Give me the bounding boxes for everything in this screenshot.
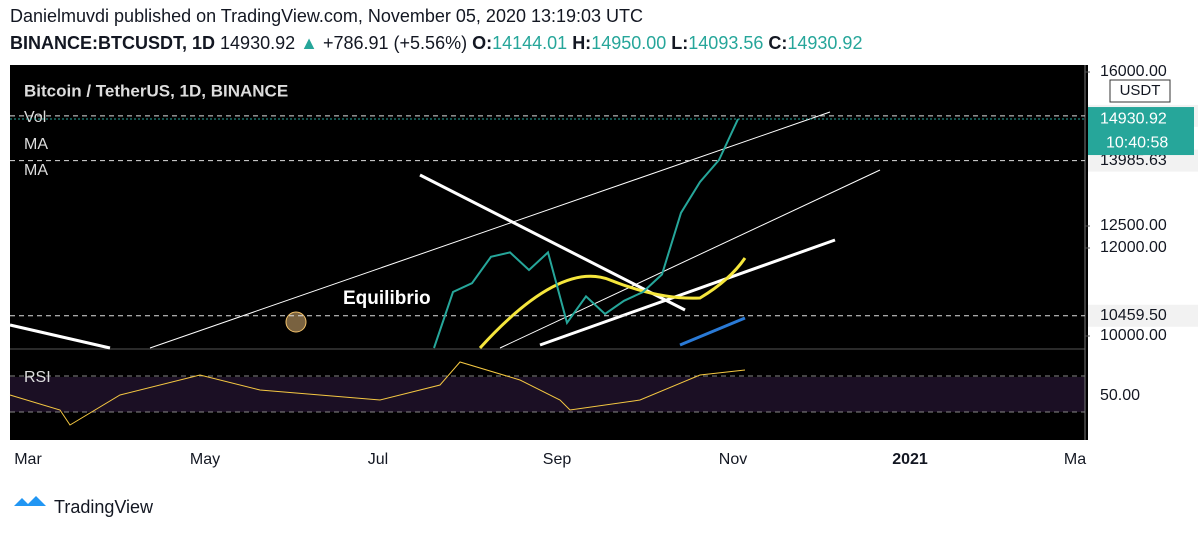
l-label: L: xyxy=(671,33,689,53)
last: 14930.92 xyxy=(220,33,296,53)
low: 14093.56 xyxy=(688,33,764,53)
price-tick: 10000.00 xyxy=(1100,327,1167,344)
level-label: 13985.63 xyxy=(1100,152,1167,169)
marker xyxy=(285,311,307,333)
ma-yellow xyxy=(478,257,747,350)
legend-ma: MA xyxy=(24,136,48,153)
level-box xyxy=(1088,149,1198,172)
currency-box xyxy=(1109,79,1171,103)
time-tick: Nov xyxy=(719,451,747,468)
tv-logo xyxy=(14,496,46,506)
currency: USDT xyxy=(1120,82,1161,99)
c-label: C: xyxy=(768,33,788,53)
rsi-line xyxy=(9,361,746,426)
time-tick: Sep xyxy=(543,451,572,468)
up-arrow: ▲ xyxy=(300,33,318,53)
time-tick: Jul xyxy=(368,451,388,468)
legend-title: Bitcoin / TetherUS, 1D, BINANCE xyxy=(24,81,288,100)
rsi-tick: 50.00 xyxy=(1100,387,1140,404)
time-tick: May xyxy=(190,451,220,468)
level-box xyxy=(1088,304,1198,327)
trendline xyxy=(419,173,686,312)
trendline xyxy=(9,323,111,350)
o-label: O: xyxy=(472,33,493,53)
high: 14950.00 xyxy=(591,33,667,53)
change: +786.91 (+5.56%) xyxy=(322,33,468,53)
price-tick: 16000.00 xyxy=(1100,63,1167,80)
rsi-band xyxy=(10,377,1085,412)
legend-rsi: RSI xyxy=(24,369,51,386)
symbol-line: BINANCE:BTCUSDT, 1D 14930.92 ▲ +786.91 (… xyxy=(10,33,862,54)
symbol: BINANCE:BTCUSDT, 1D xyxy=(10,33,216,53)
time-tick: 2021 xyxy=(892,451,928,468)
close: 14930.92 xyxy=(787,33,863,53)
legend-ma: MA xyxy=(24,162,48,179)
trendline xyxy=(539,238,836,347)
open: 14144.01 xyxy=(492,33,568,53)
channel-bottom xyxy=(499,169,881,349)
ma-blue xyxy=(679,316,746,347)
h-label: H: xyxy=(572,33,592,53)
publish-line: Danielmuvdi published on TradingView.com… xyxy=(10,6,644,26)
legend-vol: Vol xyxy=(24,109,46,126)
time-tick: Ma xyxy=(1064,451,1086,468)
footer: TradingView xyxy=(54,497,154,517)
level-label: 10459.50 xyxy=(1100,307,1167,324)
price-line xyxy=(433,118,739,349)
price-tick: 12000.00 xyxy=(1100,239,1167,256)
last-box xyxy=(1088,107,1194,156)
annotation: Equilibrio xyxy=(343,288,431,309)
channel-top xyxy=(149,111,831,349)
last-label: 14930.92 xyxy=(1100,110,1167,127)
countdown: 10:40:58 xyxy=(1106,134,1168,151)
time-tick: Mar xyxy=(14,451,42,468)
price-tick: 12500.00 xyxy=(1100,217,1167,234)
